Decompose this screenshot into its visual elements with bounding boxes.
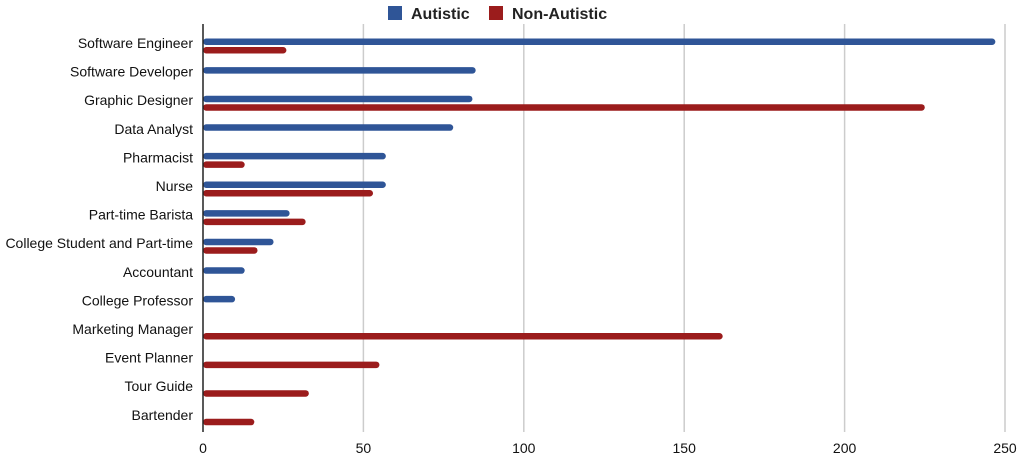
bar-non-autistic [203, 190, 374, 197]
bar-non-autistic [203, 161, 245, 168]
bar-non-autistic [203, 390, 309, 397]
bar-autistic [203, 38, 996, 45]
bar-non-autistic [203, 333, 723, 340]
x-tick-label: 150 [673, 440, 697, 456]
category-label: Tour Guide [125, 378, 194, 394]
category-label: Nurse [156, 178, 194, 194]
bar-autistic [203, 67, 476, 74]
bar-autistic [203, 295, 236, 303]
category-label: Accountant [123, 264, 193, 280]
bar-autistic [203, 152, 386, 160]
x-tick-label: 0 [199, 440, 207, 456]
category-label: Software Engineer [78, 35, 194, 51]
category-labels: Software Engineer Software Developer Graph… [5, 35, 193, 423]
x-tick-labels: 0 50 100 150 200 250 [199, 440, 1017, 456]
grid-lines [362, 24, 1006, 432]
bar-autistic [203, 181, 386, 188]
x-tick-label: 250 [993, 440, 1017, 456]
x-tick-label: 200 [833, 440, 857, 456]
bar-autistic [203, 210, 290, 217]
bars [203, 38, 996, 426]
category-label: College Student and Part-time [5, 235, 193, 251]
category-label: Graphic Designer [84, 92, 193, 108]
legend-swatch [489, 6, 503, 20]
bar-autistic [203, 238, 274, 246]
category-label: Event Planner [105, 350, 193, 366]
legend-swatch [388, 6, 402, 20]
category-label: Pharmacist [123, 149, 193, 165]
bar-autistic [203, 124, 454, 131]
bar-autistic [203, 95, 473, 103]
x-tick-label: 50 [356, 440, 372, 456]
bar-non-autistic [203, 247, 258, 254]
category-label: Bartender [132, 407, 194, 423]
x-tick-label: 100 [512, 440, 536, 456]
bar-non-autistic [203, 47, 287, 54]
legend-label: Autistic [411, 6, 470, 23]
legend-label: Non-Autistic [512, 6, 607, 23]
category-label: Data Analyst [114, 121, 193, 137]
legend: Autistic Non-Autistic [388, 6, 607, 23]
category-label: Part-time Barista [89, 207, 193, 223]
bar-autistic [203, 267, 245, 274]
category-label: Marketing Manager [72, 321, 193, 337]
category-label: Software Developer [70, 64, 193, 80]
bar-non-autistic [203, 218, 306, 226]
category-label: College Professor [82, 292, 194, 308]
bar-non-autistic [203, 418, 255, 426]
bar-non-autistic [203, 104, 925, 111]
bar-non-autistic [203, 361, 380, 369]
